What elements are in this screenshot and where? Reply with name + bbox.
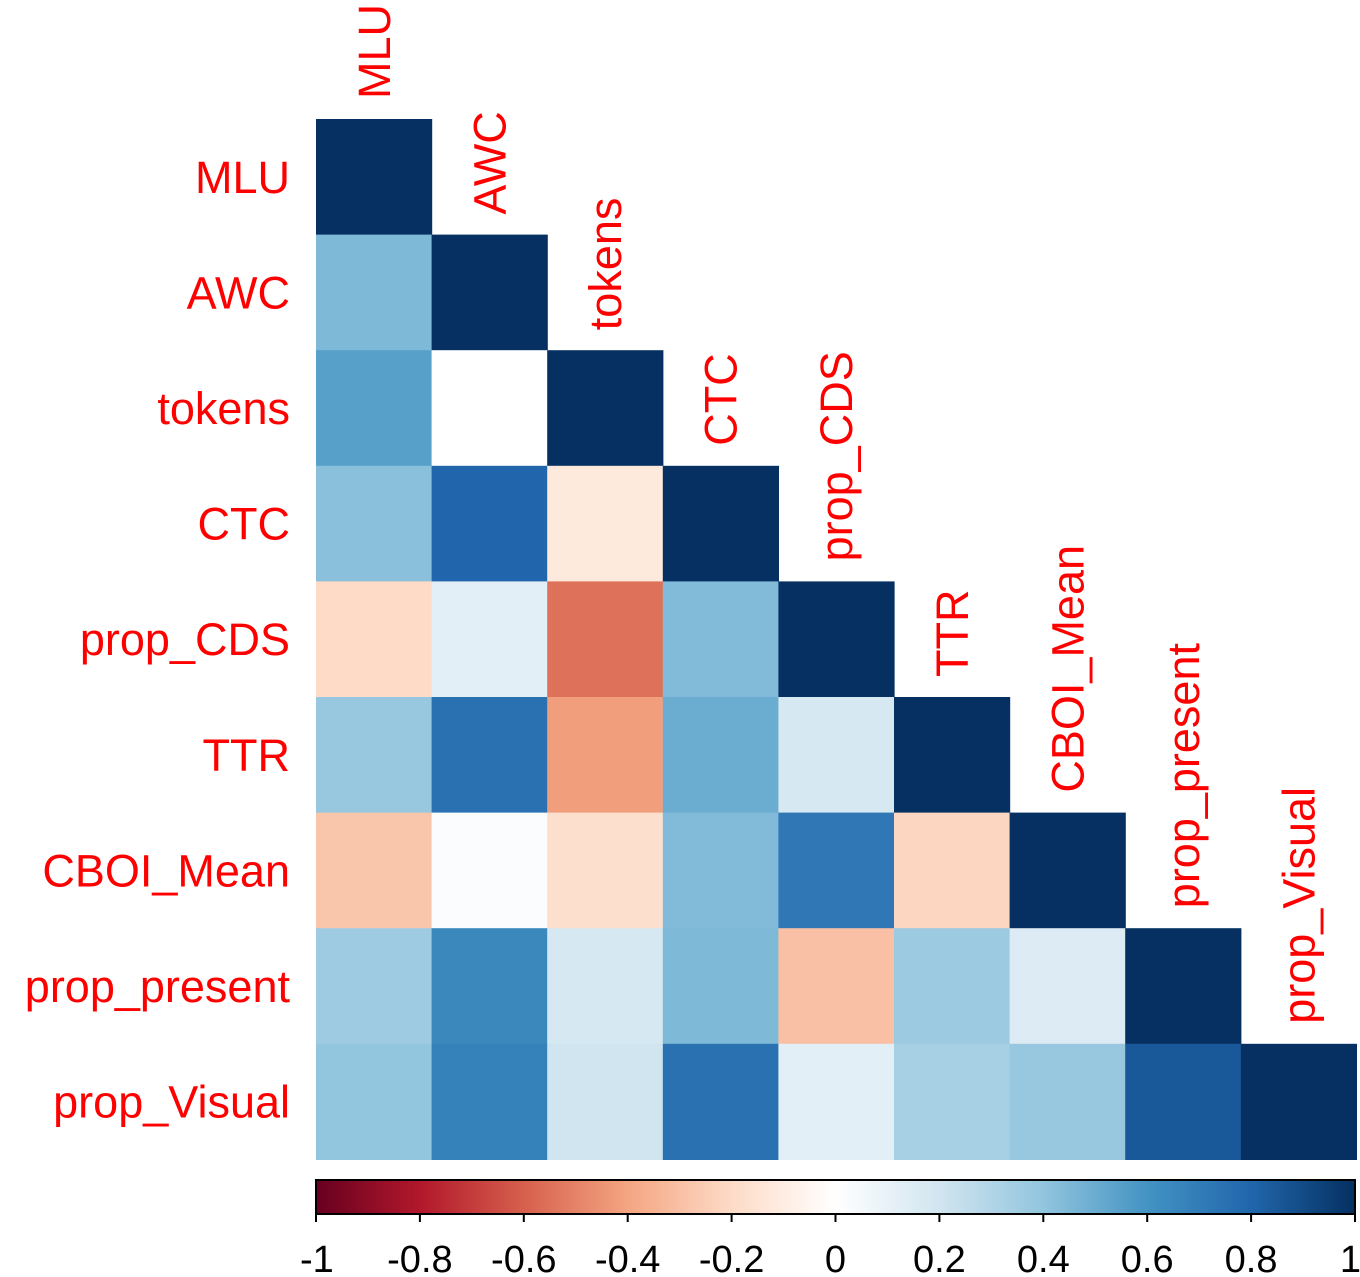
row-label-prop_present: prop_present (25, 961, 291, 1012)
heatmap-cell-prop_Visual-prop_present (1125, 1043, 1242, 1160)
heatmap-cell-CTC-AWC (431, 465, 548, 582)
heatmap-cell-CTC-CTC (662, 465, 779, 582)
colorbar-tick-label: 0 (825, 1239, 846, 1277)
row-label-tokens: tokens (157, 383, 290, 434)
row-label-prop_Visual: prop_Visual (53, 1077, 290, 1128)
heatmap-cell-CBOI_Mean-prop_CDS (778, 812, 895, 929)
column-label-prop_present: prop_present (1158, 643, 1209, 909)
row-label-CBOI_Mean: CBOI_Mean (42, 845, 290, 896)
heatmap-cell-MLU-MLU (316, 119, 433, 236)
heatmap-cell-tokens-tokens (547, 350, 664, 467)
heatmap-cell-CTC-tokens (547, 465, 664, 582)
column-label-AWC: AWC (464, 111, 515, 214)
colorbar-gradient (315, 1179, 1356, 1215)
heatmap-cell-prop_present-CBOI_Mean (1009, 928, 1126, 1045)
colorbar-tick-label: 1 (1340, 1239, 1360, 1277)
heatmap-cell-TTR-MLU (316, 697, 433, 814)
heatmap-cell-prop_Visual-prop_Visual (1240, 1043, 1357, 1160)
heatmap-cell-TTR-tokens (547, 697, 664, 814)
column-label-TTR: TTR (927, 590, 978, 677)
heatmap-cell-prop_Visual-CBOI_Mean (1009, 1043, 1126, 1160)
colorbar-tick-label: -0.8 (387, 1239, 452, 1277)
row-labels: MLU AWC tokens CTC prop_CDS TTR CBOI_Mean prop_… (25, 152, 291, 1128)
heatmap-cell-prop_CDS-tokens (547, 581, 664, 698)
heatmap-cell-prop_present-prop_CDS (778, 928, 895, 1045)
heatmap-cell-prop_CDS-CTC (662, 581, 779, 698)
colorbar-tick-label: -0.4 (595, 1239, 660, 1277)
heatmap-cell-prop_present-CTC (662, 928, 779, 1045)
colorbar-tick-label: -0.6 (491, 1239, 556, 1277)
row-label-MLU: MLU (195, 152, 290, 203)
column-label-prop_Visual: prop_Visual (1274, 787, 1325, 1024)
row-label-TTR: TTR (203, 730, 290, 781)
heatmap-cells (316, 119, 1357, 1160)
colorbar-tick-label: 0.8 (1225, 1239, 1278, 1277)
heatmap-cell-TTR-CTC (662, 697, 779, 814)
color-legend: -1 -0.8 -0.6 -0.4 -0.2 0 0.2 0.4 0.6 0.8 1 (300, 1179, 1360, 1277)
colorbar-tick-label: 0.4 (1017, 1239, 1070, 1277)
colorbar-tick-label: 0.6 (1121, 1239, 1174, 1277)
colorbar-tick-label: -1 (300, 1239, 334, 1277)
heatmap-cell-CBOI_Mean-tokens (547, 812, 664, 929)
column-label-prop_CDS: prop_CDS (811, 351, 862, 561)
heatmap-cell-tokens-MLU (316, 350, 433, 467)
heatmap-cell-prop_present-prop_present (1125, 928, 1242, 1045)
column-label-tokens: tokens (580, 198, 631, 331)
heatmap-cell-TTR-prop_CDS (778, 697, 895, 814)
heatmap-cell-prop_present-AWC (431, 928, 548, 1045)
heatmap-cell-prop_present-TTR (894, 928, 1011, 1045)
heatmap-cell-prop_Visual-prop_CDS (778, 1043, 895, 1160)
heatmap-cell-AWC-AWC (431, 234, 548, 351)
colorbar-tick-label: 0.2 (913, 1239, 966, 1277)
heatmap-cell-CBOI_Mean-TTR (894, 812, 1011, 929)
heatmap-cell-prop_Visual-TTR (894, 1043, 1011, 1160)
heatmap-cell-TTR-TTR (894, 697, 1011, 814)
column-label-CBOI_Mean: CBOI_Mean (1042, 545, 1093, 793)
row-label-CTC: CTC (198, 499, 290, 550)
heatmap-cell-AWC-MLU (316, 234, 433, 351)
row-label-prop_CDS: prop_CDS (80, 614, 290, 665)
heatmap-cell-CBOI_Mean-CTC (662, 812, 779, 929)
row-label-AWC: AWC (187, 267, 290, 318)
heatmap-cell-prop_CDS-AWC (431, 581, 548, 698)
heatmap-cell-prop_Visual-tokens (547, 1043, 664, 1160)
heatmap-cell-prop_present-tokens (547, 928, 664, 1045)
column-label-MLU: MLU (349, 4, 400, 99)
heatmap-cell-TTR-AWC (431, 697, 548, 814)
heatmap-cell-prop_present-MLU (316, 928, 433, 1045)
colorbar-tick-label: -0.2 (699, 1239, 764, 1277)
heatmap-cell-CBOI_Mean-CBOI_Mean (1009, 812, 1126, 929)
heatmap-cell-prop_CDS-prop_CDS (778, 581, 895, 698)
heatmap-cell-prop_CDS-MLU (316, 581, 433, 698)
heatmap-cell-tokens-AWC (431, 350, 548, 467)
column-label-CTC: CTC (696, 353, 747, 445)
heatmap-cell-CBOI_Mean-MLU (316, 812, 433, 929)
heatmap-cell-prop_Visual-MLU (316, 1043, 433, 1160)
heatmap-cell-prop_Visual-CTC (662, 1043, 779, 1160)
column-labels: MLU AWC tokens CTC prop_CDS TTR CBOI_Mean prop_… (349, 4, 1325, 1024)
heatmap-cell-prop_Visual-AWC (431, 1043, 548, 1160)
heatmap-cell-CBOI_Mean-AWC (431, 812, 548, 929)
heatmap-cell-CTC-MLU (316, 465, 433, 582)
